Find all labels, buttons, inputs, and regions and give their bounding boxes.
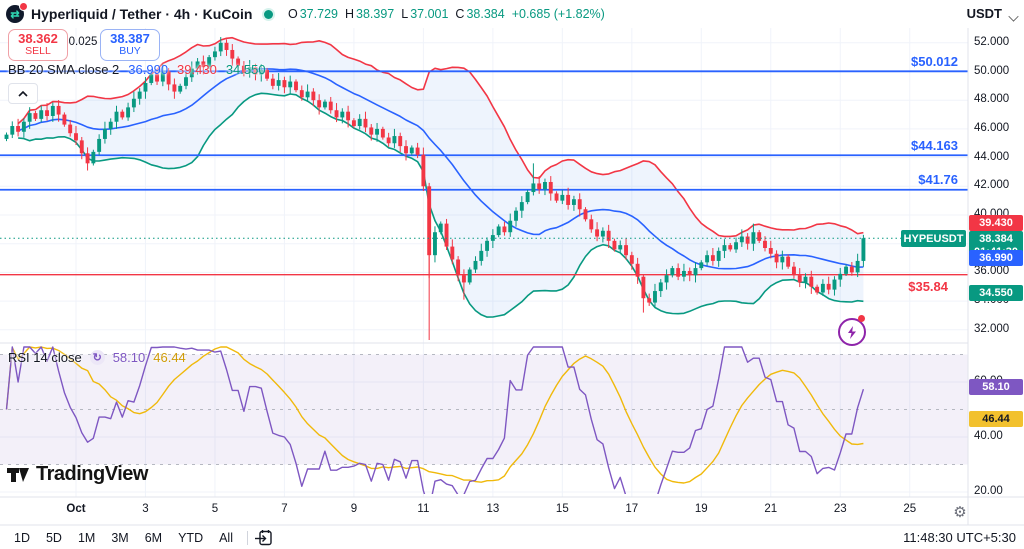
time-tick-label: 25: [903, 503, 917, 515]
ohlc-c-label: C: [455, 7, 465, 21]
ohlc-change: +0.685 (+1.82%): [511, 7, 605, 21]
market-status-icon[interactable]: [264, 10, 273, 19]
currency-selector[interactable]: USDT: [966, 6, 1002, 21]
price-tick-label: 32.000: [974, 322, 1010, 335]
rsi-axis-badge: 58.10: [969, 379, 1023, 395]
range-1m-button[interactable]: 1M: [77, 530, 96, 545]
toolbar-divider: [247, 530, 248, 545]
sell-price: 38.362: [18, 31, 58, 46]
time-tick-label: 19: [694, 503, 708, 515]
bb-upper-axis-badge: 39.430: [969, 215, 1023, 231]
ohlc-h-label: H: [344, 7, 354, 21]
price-tick-label: 44.000: [974, 150, 1010, 163]
chevron-up-icon: [18, 90, 28, 97]
go-to-date-icon[interactable]: [254, 529, 274, 547]
range-3m-button[interactable]: 3M: [111, 530, 129, 545]
price-level-label-41[interactable]: $41.76: [918, 172, 958, 187]
rsi-legend-title: RSI 14 close: [8, 349, 82, 365]
ohlc-o-label: O: [288, 7, 298, 21]
sell-button[interactable]: 38.362 SELL: [8, 29, 68, 61]
buy-label: BUY: [119, 45, 141, 57]
pane-borders: [0, 28, 1024, 526]
range-buttons: 1D 5D 1M 3M 6M YTD All: [6, 529, 241, 547]
time-tick-label: 15: [555, 503, 569, 515]
bb-lower-value: 34.550: [225, 62, 266, 77]
grid-lines: [0, 28, 968, 497]
spread-value: 0.025: [68, 36, 98, 48]
rsi-ma-value: 46.44: [153, 349, 186, 365]
notification-dot: [19, 2, 28, 11]
bb-basis-value: 36.990: [128, 62, 169, 77]
range-1d-button[interactable]: 1D: [14, 530, 30, 545]
price-tick-label: 36.000: [974, 265, 1010, 278]
time-tick-label: 7: [281, 503, 288, 515]
axis-settings-gear-icon[interactable]: ⚙: [953, 504, 967, 521]
rsi-indicator-legend[interactable]: RSI 14 close ↻ 58.10 46.44: [8, 349, 186, 365]
candles-series[interactable]: [4, 37, 866, 313]
buy-button[interactable]: 38.387 BUY: [100, 29, 160, 61]
ohlc-l-label: L: [401, 7, 409, 21]
price-tick-label: 50.000: [974, 64, 1010, 77]
lightning-icon: [848, 325, 856, 339]
tradingview-logo-icon: [7, 467, 29, 482]
price-tick-label: 48.000: [974, 93, 1010, 106]
rsi-pane[interactable]: [0, 346, 968, 515]
ohlc-c-value: 38.384: [466, 7, 505, 21]
ohlc-l-value: 37.001: [410, 7, 449, 21]
time-tick-label: 23: [833, 503, 847, 515]
buy-price: 38.387: [110, 31, 150, 46]
bb-indicator-legend[interactable]: BB 20 SMA close 2 36.990 39.430 34.550: [8, 62, 266, 78]
ohlc-o-value: 37.729: [299, 7, 338, 21]
time-tick-label: 9: [350, 503, 358, 515]
range-5d-button[interactable]: 5D: [45, 530, 62, 545]
ohlc-readout: O 37.729 H 38.397 L 37.001 C 38.384 +0.685 (…: [288, 0, 605, 28]
rsi-ma-axis-badge: 46.44: [969, 411, 1023, 427]
tradingview-watermark[interactable]: TradingView: [6, 463, 148, 486]
bb-legend-title: BB 20 SMA close 2: [8, 62, 120, 77]
rsi-tick-label: 40.00: [974, 430, 1003, 442]
top-bar: ⇄ Hyperliquid / Tether · 4h · KuCoin O 37…: [0, 0, 1024, 28]
rsi-refresh-icon[interactable]: ↻: [89, 349, 105, 365]
sell-label: SELL: [25, 45, 51, 57]
bb-lower-axis-badge: 34.550: [969, 285, 1023, 301]
time-tick-label: 5: [211, 503, 219, 515]
symbol-price-badge: HYPEUSDT: [901, 230, 966, 247]
price-tick-label: 46.000: [974, 121, 1010, 134]
time-tick-label: 3: [142, 503, 149, 515]
price-level-label-50[interactable]: $50.012: [911, 54, 958, 69]
symbol-title[interactable]: Hyperliquid / Tether · 4h · KuCoin: [31, 6, 253, 22]
price-level-lines: [0, 70, 968, 276]
range-6m-button[interactable]: 6M: [144, 530, 163, 545]
range-all-button[interactable]: All: [219, 530, 233, 545]
session-clock[interactable]: 11:48:30 UTC+5:30: [903, 530, 1016, 545]
rsi-tick-label: 20.00: [974, 485, 1003, 497]
price-tick-label: 42.000: [974, 179, 1010, 192]
last-price-value: 38.384: [979, 232, 1013, 245]
price-tick-label: 52.000: [974, 35, 1010, 48]
chevron-down-icon: [1008, 11, 1019, 22]
time-tick-label: 13: [486, 503, 500, 515]
collapse-legend-button[interactable]: [8, 83, 38, 104]
tradingview-logo-text: TradingView: [36, 463, 148, 485]
time-tick-label: Oct: [66, 503, 86, 515]
time-tick-label: 11: [417, 503, 430, 515]
quick-trade-lightning-button[interactable]: [838, 318, 866, 346]
bottom-toolbar: 1D 5D 1M 3M 6M YTD All: [0, 526, 1024, 549]
bb-upper-value: 39.430: [177, 62, 217, 77]
rsi-value: 58.10: [112, 349, 146, 365]
time-tick-label: 21: [764, 503, 778, 515]
price-level-label-35[interactable]: $35.84: [908, 279, 948, 294]
time-tick-label: 17: [625, 503, 639, 515]
price-level-label-44[interactable]: $44.163: [911, 138, 958, 153]
ohlc-h-value: 38.397: [356, 7, 395, 21]
range-ytd-button[interactable]: YTD: [178, 530, 204, 545]
flash-alert-dot: [858, 315, 865, 322]
bb-basis-axis-badge: 36.990: [969, 250, 1023, 266]
